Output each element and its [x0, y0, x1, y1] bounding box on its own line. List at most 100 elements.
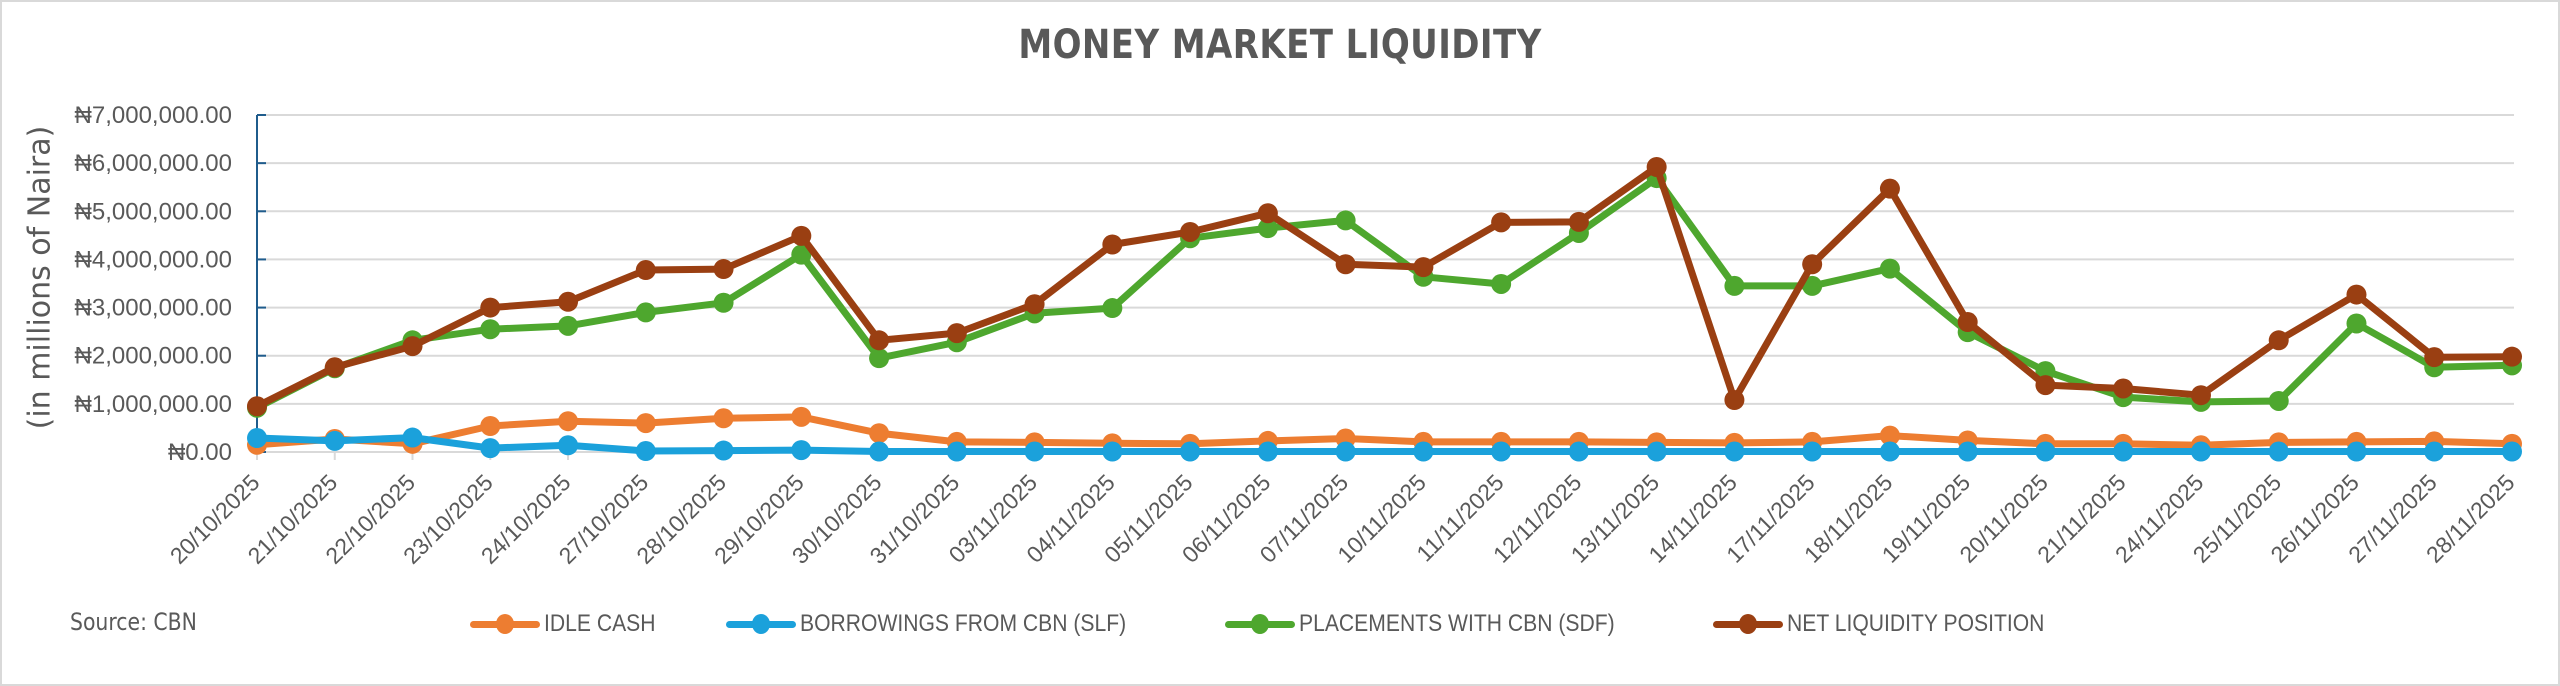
data-point — [1879, 178, 1900, 199]
data-point — [1724, 390, 1745, 411]
data-point — [558, 291, 579, 312]
data-point — [713, 292, 734, 313]
legend: IDLE CASH BORROWINGS FROM CBN (SLF) PLAC… — [470, 610, 2135, 638]
data-point — [2424, 347, 2445, 368]
legend-label: NET LIQUIDITY POSITION — [1787, 610, 2045, 637]
data-point — [791, 244, 812, 265]
data-point — [1102, 298, 1123, 319]
data-point — [946, 441, 967, 462]
data-point — [558, 315, 579, 336]
data-point — [1568, 441, 1589, 462]
data-point — [2113, 378, 2134, 399]
data-point — [1413, 441, 1434, 462]
data-point — [2268, 330, 2289, 351]
data-point — [635, 260, 656, 281]
data-point — [635, 302, 656, 323]
y-tick-label: ₦1,000,000.00 — [75, 391, 232, 418]
data-point — [869, 423, 890, 444]
series-net-liquidity-position — [247, 156, 2522, 417]
data-point — [713, 440, 734, 461]
data-point — [480, 416, 501, 437]
legend-label: BORROWINGS FROM CBN (SLF) — [799, 610, 1126, 637]
data-point — [2190, 441, 2211, 462]
data-point — [1646, 156, 1667, 177]
data-point — [558, 435, 579, 456]
legend-item-idle-cash: IDLE CASH — [470, 610, 671, 638]
y-axis-ticks: ₦0.00 ₦1,000,000.00 ₦2,000,000.00 ₦3,000,00… — [75, 102, 266, 466]
data-point — [1802, 254, 1823, 275]
data-point — [402, 427, 423, 448]
y-tick-label: ₦2,000,000.00 — [75, 343, 232, 370]
data-point — [946, 323, 967, 344]
data-point — [2502, 346, 2522, 367]
source-note: Source: CBN — [70, 608, 197, 636]
legend-label: PLACEMENTS WITH CBN (SDF) — [1299, 610, 1616, 637]
data-point — [1802, 275, 1823, 296]
x-axis-ticks: 20/10/202521/10/202522/10/202523/10/2025… — [165, 452, 2520, 569]
data-point — [1491, 273, 1512, 294]
data-point — [1257, 218, 1278, 239]
data-point — [1180, 441, 1201, 462]
data-point — [2502, 441, 2522, 462]
data-point — [247, 396, 267, 417]
data-point — [635, 413, 656, 434]
data-point — [2268, 390, 2289, 411]
legend-item-net-liquidity: NET LIQUIDITY POSITION — [1713, 610, 2080, 638]
legend-marker-icon — [1225, 614, 1296, 634]
data-point — [791, 440, 812, 461]
data-point — [2346, 284, 2367, 305]
data-point — [791, 225, 812, 246]
data-point — [713, 408, 734, 429]
data-point — [1257, 441, 1278, 462]
data-point — [2424, 441, 2445, 462]
y-tick-label: ₦3,000,000.00 — [75, 295, 232, 322]
data-point — [247, 428, 267, 449]
data-point — [1879, 425, 1900, 446]
data-point — [1957, 441, 1978, 462]
data-point — [1879, 258, 1900, 279]
data-point — [1180, 221, 1201, 242]
data-point — [2113, 441, 2134, 462]
y-tick-label: ₦7,000,000.00 — [75, 102, 232, 129]
data-point — [1724, 275, 1745, 296]
data-point — [1646, 441, 1667, 462]
data-point — [713, 259, 734, 280]
data-point — [869, 330, 890, 351]
data-point — [2035, 441, 2056, 462]
y-tick-label: ₦0.00 — [168, 439, 232, 466]
data-point — [1024, 441, 1045, 462]
data-point — [2268, 441, 2289, 462]
data-point — [1957, 312, 1978, 333]
data-point — [1257, 203, 1278, 224]
y-tick-label: ₦4,000,000.00 — [75, 246, 232, 273]
series-borrowings-from-cbn-slf- — [247, 427, 2522, 462]
data-point — [2190, 385, 2211, 406]
data-point — [1491, 212, 1512, 233]
data-point — [1802, 441, 1823, 462]
legend-marker-icon — [725, 614, 796, 634]
legend-label: IDLE CASH — [544, 610, 656, 637]
data-point — [1724, 441, 1745, 462]
legend-marker-icon — [470, 614, 540, 634]
legend-item-slf: BORROWINGS FROM CBN (SLF) — [725, 610, 1171, 638]
data-point — [869, 441, 890, 462]
data-point — [2346, 441, 2367, 462]
data-point — [791, 406, 812, 427]
data-point — [480, 438, 501, 459]
data-point — [480, 319, 501, 340]
data-point — [1102, 441, 1123, 462]
data-point — [1568, 211, 1589, 232]
chart-title: MONEY MARKET LIQUIDITY — [1018, 22, 1542, 68]
data-point — [1024, 294, 1045, 315]
data-point — [1102, 234, 1123, 255]
data-point — [2346, 313, 2367, 334]
gridlines — [257, 114, 2514, 453]
data-point — [558, 411, 579, 432]
data-point — [1335, 210, 1356, 231]
legend-marker-icon — [1713, 614, 1784, 634]
data-point — [402, 336, 423, 357]
data-point — [1491, 441, 1512, 462]
data-point — [635, 441, 656, 462]
data-point — [1335, 441, 1356, 462]
